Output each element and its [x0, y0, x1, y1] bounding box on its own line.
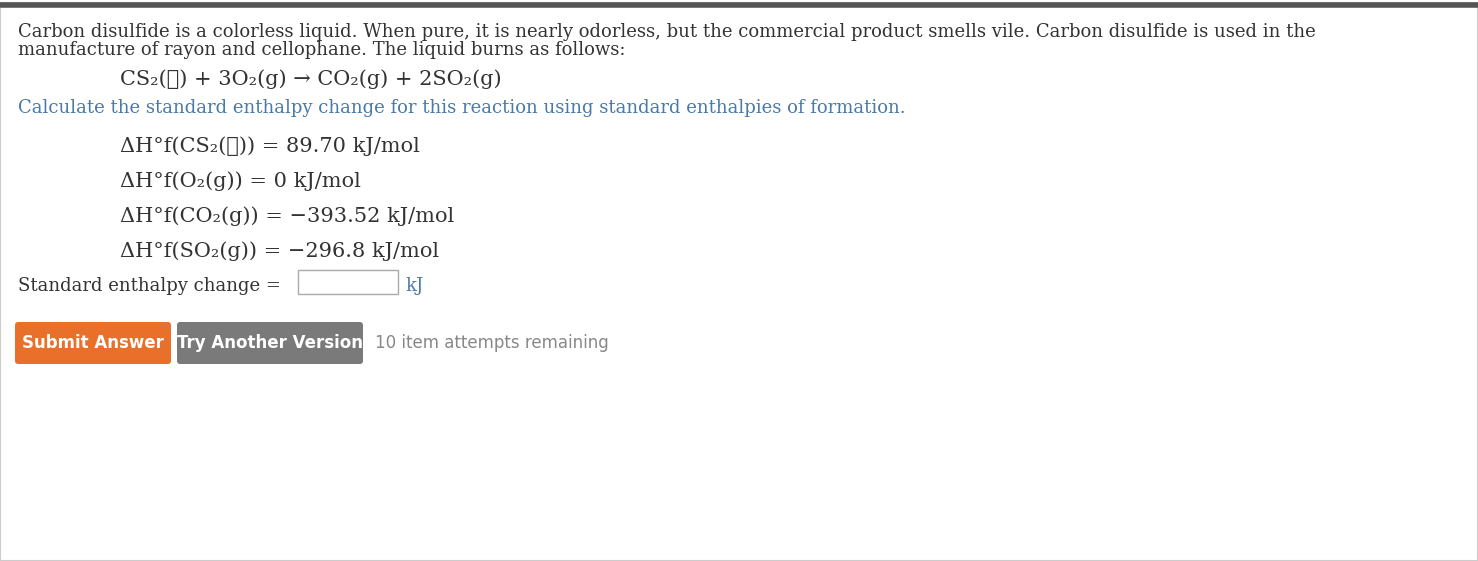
Text: Carbon disulfide is a colorless liquid. When pure, it is nearly odorless, but th: Carbon disulfide is a colorless liquid. …	[18, 23, 1315, 41]
FancyBboxPatch shape	[15, 322, 171, 364]
Text: ΔH°f(O₂(g)) = 0 kJ/mol: ΔH°f(O₂(g)) = 0 kJ/mol	[120, 171, 361, 191]
Text: CS₂(ℓ) + 3O₂(g) → CO₂(g) + 2SO₂(g): CS₂(ℓ) + 3O₂(g) → CO₂(g) + 2SO₂(g)	[120, 69, 501, 89]
Text: Standard enthalpy change =: Standard enthalpy change =	[18, 277, 281, 295]
Text: ΔH°f(SO₂(g)) = −296.8 kJ/mol: ΔH°f(SO₂(g)) = −296.8 kJ/mol	[120, 241, 439, 261]
FancyBboxPatch shape	[0, 3, 1478, 561]
Text: 10 item attempts remaining: 10 item attempts remaining	[375, 334, 609, 352]
FancyBboxPatch shape	[177, 322, 364, 364]
Text: Calculate the standard enthalpy change for this reaction using standard enthalpi: Calculate the standard enthalpy change f…	[18, 99, 906, 117]
Text: Submit Answer: Submit Answer	[22, 334, 164, 352]
Text: manufacture of rayon and cellophane. The liquid burns as follows:: manufacture of rayon and cellophane. The…	[18, 41, 625, 59]
Text: ΔH°f(CS₂(ℓ)) = 89.70 kJ/mol: ΔH°f(CS₂(ℓ)) = 89.70 kJ/mol	[120, 136, 420, 155]
FancyBboxPatch shape	[299, 270, 398, 294]
Text: Try Another Version: Try Another Version	[177, 334, 364, 352]
Text: kJ: kJ	[405, 277, 423, 295]
Text: ΔH°f(CO₂(g)) = −393.52 kJ/mol: ΔH°f(CO₂(g)) = −393.52 kJ/mol	[120, 206, 454, 226]
